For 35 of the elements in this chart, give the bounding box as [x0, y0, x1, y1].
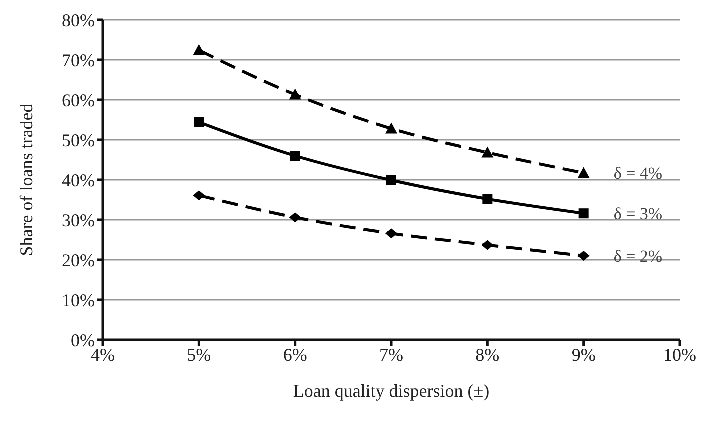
point [482, 146, 494, 158]
point [289, 88, 302, 100]
point [386, 122, 398, 134]
y-tick-label: 40% [62, 170, 95, 190]
x-tick-label: 6% [283, 344, 308, 365]
point [193, 190, 206, 201]
point [289, 212, 302, 223]
x-tick-label: 8% [476, 344, 500, 365]
y-tick-label: 50% [62, 130, 95, 150]
y-tick-label: 30% [62, 210, 95, 230]
y-axis-title: Share of loans traded [16, 104, 36, 256]
point [578, 251, 590, 261]
point [193, 44, 206, 56]
point [290, 151, 300, 161]
x-tick-label: 9% [572, 344, 596, 365]
x-axis-title: Loan quality dispersion (±) [293, 381, 490, 401]
point [578, 167, 590, 178]
x-tick-label: 5% [187, 344, 212, 365]
point [386, 228, 398, 239]
y-tick-label: 80% [62, 10, 95, 30]
x-tick-label: 10% [664, 344, 696, 365]
point [194, 117, 204, 128]
y-tick-label: 20% [62, 250, 95, 270]
y-tick-label: 60% [62, 90, 95, 110]
series-label: δ = 4% [614, 164, 663, 184]
series-label: δ = 2% [614, 247, 663, 266]
y-tick-label: 0% [71, 330, 95, 350]
y-tick-label: 10% [62, 290, 95, 310]
series-label: δ = 3% [614, 204, 663, 224]
point [482, 240, 494, 250]
point [482, 194, 493, 204]
point [386, 175, 396, 186]
x-tick-label: 7% [380, 344, 404, 365]
y-tick-label: 70% [62, 50, 95, 70]
point [578, 208, 589, 219]
